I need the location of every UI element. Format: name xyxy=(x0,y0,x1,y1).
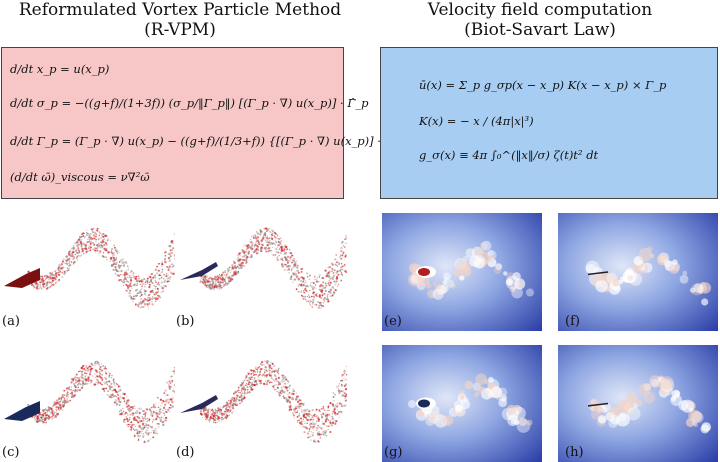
vortex-blobs xyxy=(587,375,711,434)
panel-label-e: (e) xyxy=(384,314,402,329)
biot-heading-line2: (Biot-Savart Law) xyxy=(464,20,616,40)
biot-eq-1: ū(x) = Σ_p g_σp(x − x_p) K(x − x_p) × Γ_… xyxy=(419,78,667,92)
wing-core-icon xyxy=(587,402,609,407)
velocity-field-panel-h xyxy=(558,345,718,462)
panel-label-f: (f) xyxy=(565,314,580,329)
biot-heading-line1: Velocity field computation xyxy=(427,0,653,20)
particle-panel-b xyxy=(172,212,347,320)
particle-panel-d xyxy=(172,345,347,453)
biot-eq-2: K(x) = − x / (4π|x|³) xyxy=(419,114,534,128)
panel-label-b: (b) xyxy=(176,314,195,329)
particle-panel-a xyxy=(0,212,175,320)
velocity-field-panel-g xyxy=(382,345,542,462)
velocity-field-panel-e xyxy=(382,213,542,331)
particle-panel-c xyxy=(0,345,175,453)
vortex-blobs xyxy=(408,373,533,433)
panel-label-a: (a) xyxy=(2,314,20,329)
wake-particles xyxy=(27,360,175,443)
panel-label-g: (g) xyxy=(384,445,403,460)
vpm-heading-line1: Reformulated Vortex Particle Method xyxy=(18,0,342,20)
panel-label-h: (h) xyxy=(565,445,584,460)
wake-particles xyxy=(199,360,347,443)
wake-particles xyxy=(199,227,347,309)
vpm-equation-box: d/dt x_p = u(x_p) d/dt σ_p = −((g+f)/(1+… xyxy=(1,47,438,199)
vpm-eq-4: (d/dt ω̄)_viscous = ν∇²ω̄ xyxy=(10,170,150,184)
wing-core-icon xyxy=(587,271,609,276)
velocity-field-panel-f xyxy=(558,213,718,331)
biot-heading: Velocity field computation (Biot-Savart … xyxy=(360,0,720,40)
vortex-blobs xyxy=(585,246,712,306)
wing-icon xyxy=(4,268,40,288)
wing-icon xyxy=(4,401,40,421)
vpm-eq-1: d/dt x_p = u(x_p) xyxy=(10,62,110,76)
panel-label-d: (d) xyxy=(176,445,195,460)
panel-label-c: (c) xyxy=(2,445,20,460)
wing-core-icon xyxy=(418,399,430,408)
wing-icon xyxy=(180,395,218,413)
vpm-heading-line2: (R-VPM) xyxy=(144,20,216,40)
biot-eq-3: g_σ(x) ≡ 4π ∫₀^(‖x‖/σ) ζ(t)t² dt xyxy=(419,148,599,162)
wake-particles xyxy=(27,227,175,310)
wing-icon xyxy=(180,262,218,280)
vpm-heading: Reformulated Vortex Particle Method (R-V… xyxy=(0,0,360,40)
vpm-eq-2: d/dt σ_p = −((g+f)/(1+3f)) (σ_p/‖Γ_p‖) [… xyxy=(10,96,369,110)
vpm-eq-3: d/dt Γ_p = (Γ_p · ∇) u(x_p) − ((g+f)/(1/… xyxy=(10,134,438,148)
biot-equation-box: ū(x) = Σ_p g_σp(x − x_p) K(x − x_p) × Γ_… xyxy=(380,47,718,199)
wing-core-icon xyxy=(418,268,430,276)
